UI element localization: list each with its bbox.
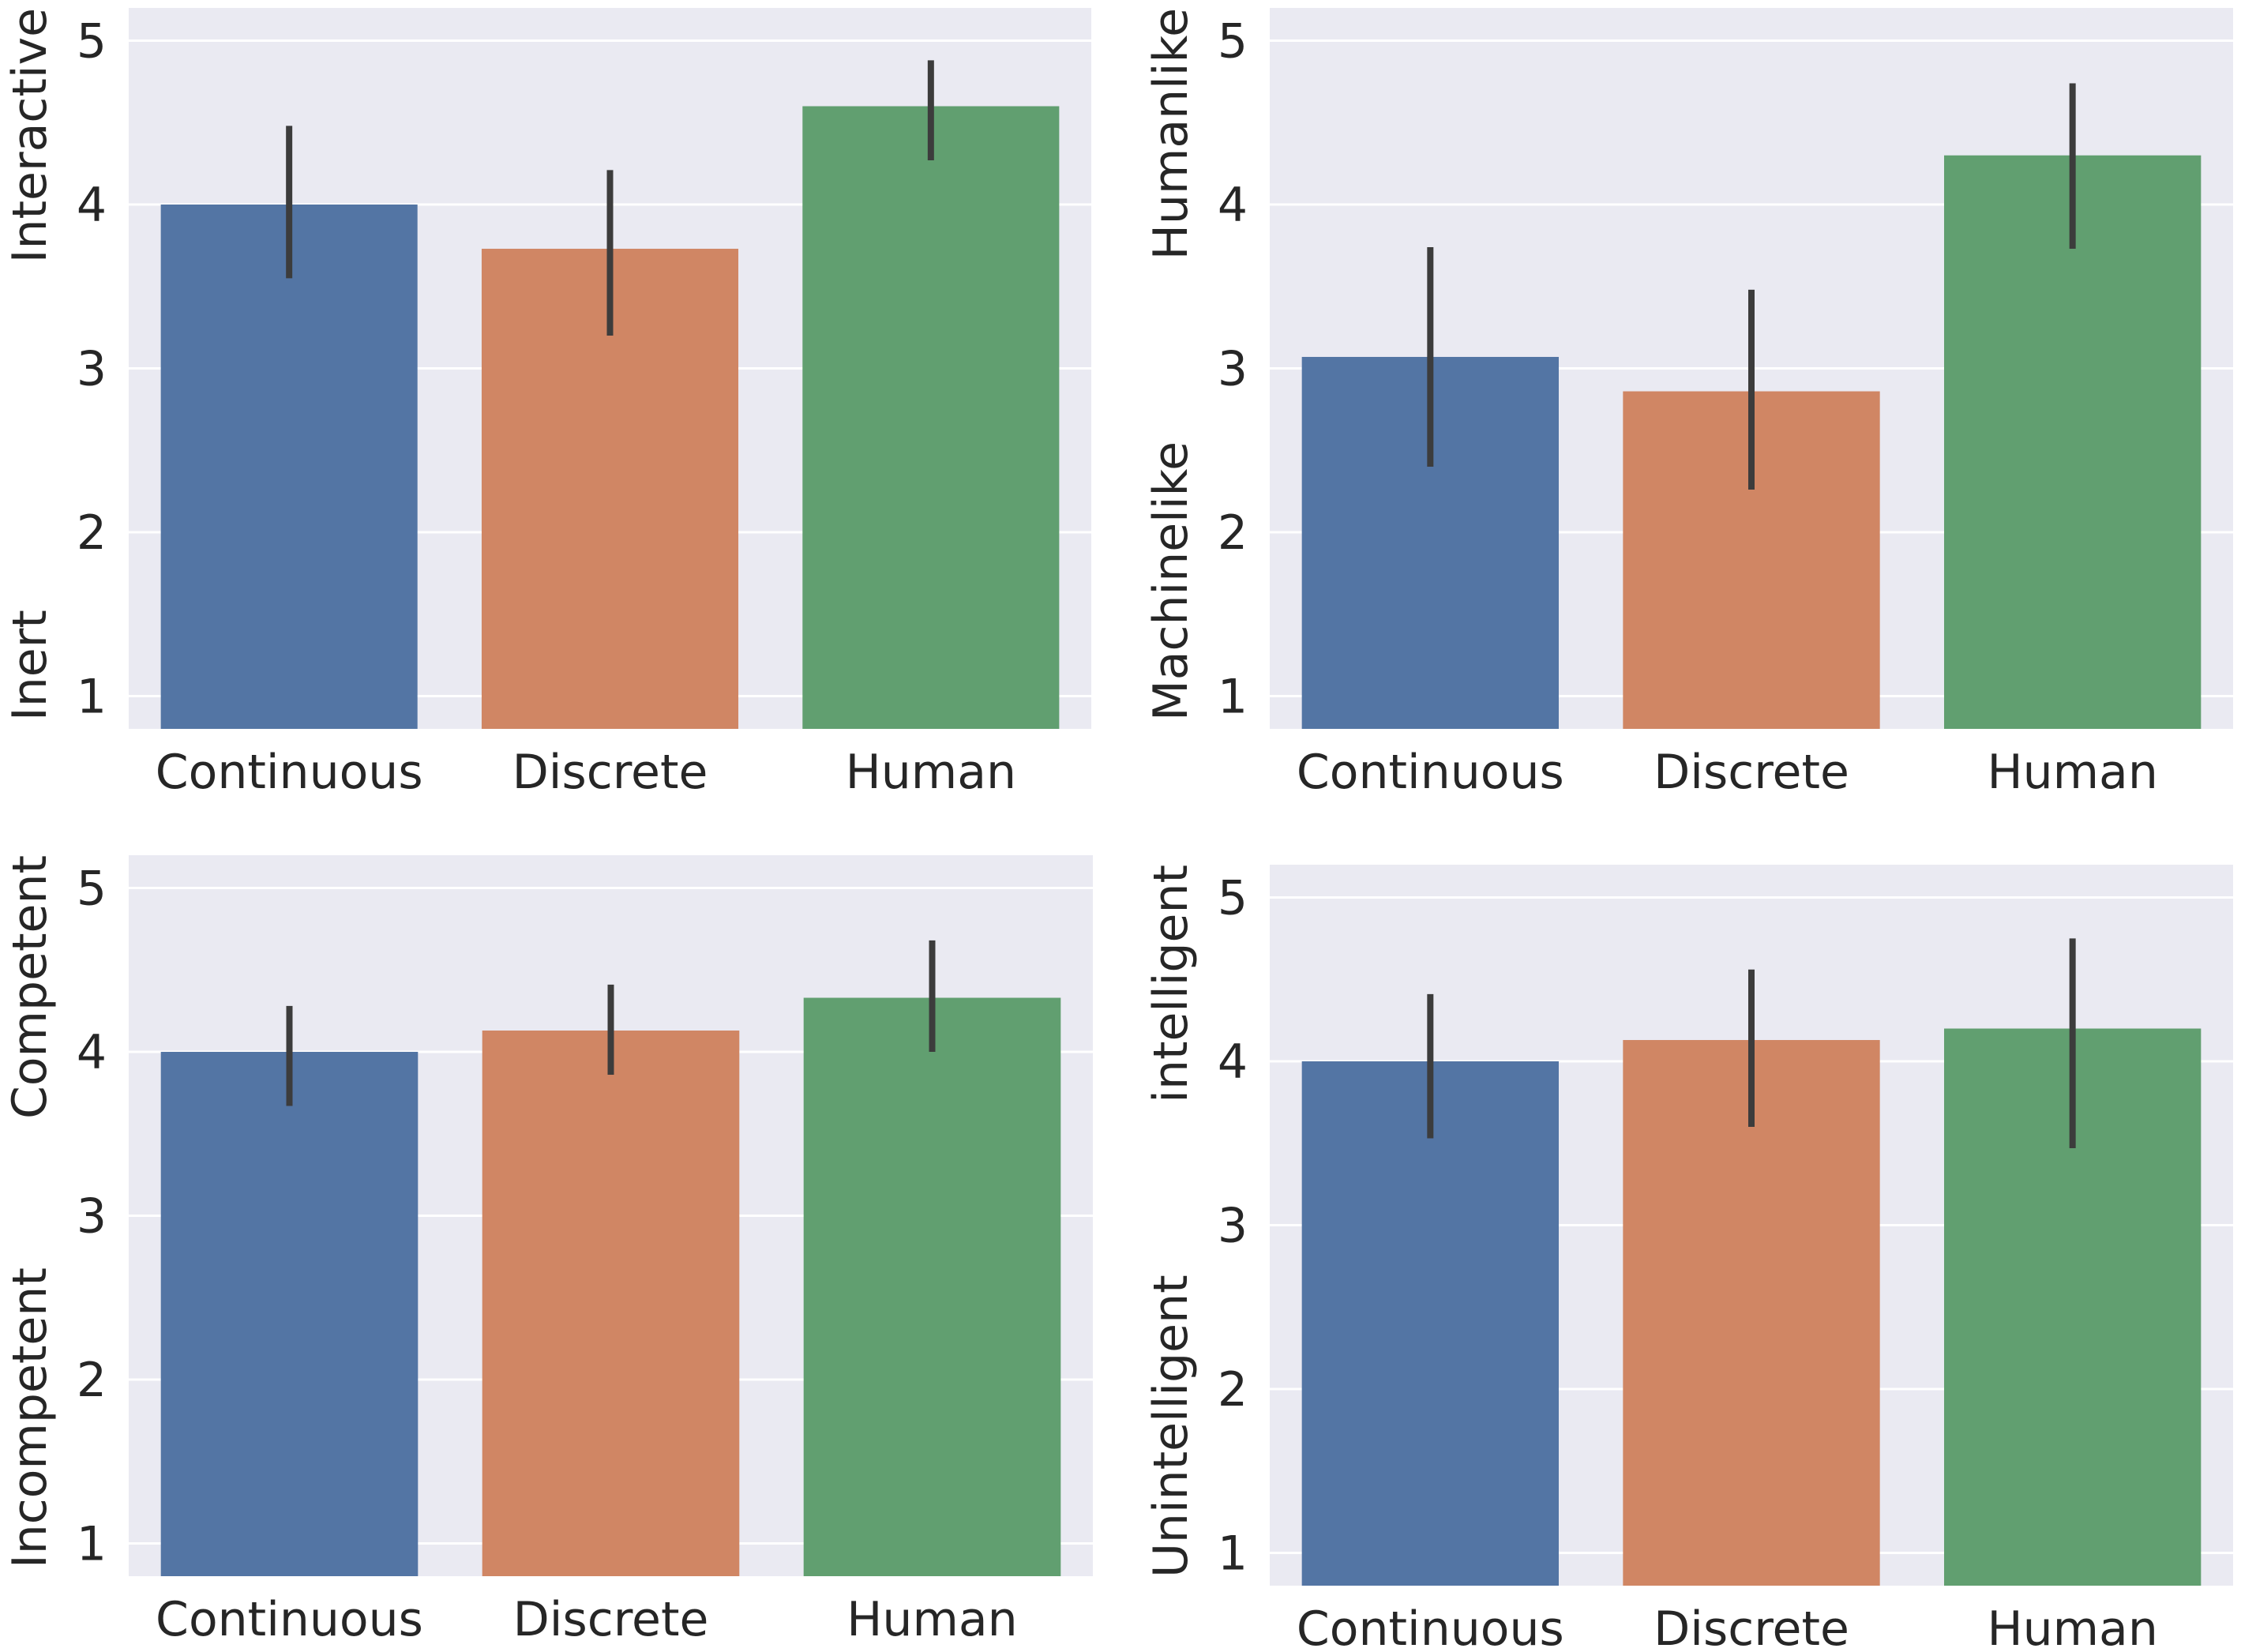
y-tick-label: 1 <box>1218 1526 1248 1582</box>
y-tick-label: 1 <box>77 1517 107 1572</box>
x-tick-label: Continuous <box>156 745 423 800</box>
y-tick-label: 5 <box>1218 14 1248 69</box>
bar-human <box>803 997 1061 1576</box>
chart-panel-3: 1 2 3 4 5 Continuous Discrete Human Incompetent C… <box>2 855 1093 1647</box>
y-tick-label: 3 <box>1218 1199 1248 1254</box>
y-tick-label: 2 <box>77 1353 107 1408</box>
bar-human <box>1944 155 2202 729</box>
y-tick-label: 4 <box>1218 178 1248 233</box>
y-tick-label: 3 <box>77 1189 107 1245</box>
x-tick-label: Human <box>846 745 1016 800</box>
y-tick-label: 3 <box>77 342 107 397</box>
y-axis-label-high: Interactive <box>2 8 58 263</box>
bar-continuous <box>160 1052 419 1576</box>
y-tick-label: 2 <box>1218 1362 1248 1417</box>
x-tick-label: Discrete <box>1654 1601 1849 1652</box>
x-tick-label: Discrete <box>1654 745 1849 800</box>
y-tick-label: 4 <box>77 178 107 233</box>
bar-human <box>802 106 1060 729</box>
y-axis-label-high: intelligent <box>1143 865 1199 1103</box>
y-tick-label: 4 <box>1218 1034 1248 1090</box>
y-tick-label: 1 <box>77 670 107 725</box>
y-tick-label: 5 <box>77 862 107 917</box>
x-tick-label: Discrete <box>512 745 708 800</box>
bar-continuous <box>160 205 418 729</box>
y-tick-label: 1 <box>1218 670 1248 725</box>
chart-panel-2: 1 2 3 4 5 Continuous Discrete Human Machinelike H… <box>1143 8 2233 800</box>
y-axis-label-low: Incompetent <box>2 1267 58 1568</box>
y-axis-label-high: Humanlike <box>1143 8 1199 260</box>
y-tick-label: 4 <box>77 1025 107 1080</box>
x-tick-label: Continuous <box>1297 1601 1564 1652</box>
bar-discrete <box>482 1031 740 1576</box>
x-tick-label: Human <box>846 1592 1017 1647</box>
x-tick-label: Continuous <box>156 1592 423 1647</box>
y-tick-label: 5 <box>1218 871 1248 926</box>
bar-discrete <box>1623 1040 1880 1586</box>
chart-panel-4: 1 2 3 4 5 Continuous Discrete Human Unintelligen… <box>1143 865 2233 1652</box>
x-tick-label: Human <box>1987 745 2157 800</box>
y-tick-label: 2 <box>1218 505 1248 561</box>
y-tick-label: 3 <box>1218 342 1248 397</box>
y-axis-label-low: Unintelligent <box>1143 1275 1199 1578</box>
chart-panel-1: 1 2 3 4 5 Continuous Discrete Human Inert Interac… <box>2 8 1091 800</box>
y-axis-label-high: Competent <box>2 855 58 1119</box>
x-tick-label: Human <box>1987 1601 2157 1652</box>
bar-continuous <box>1301 1061 1559 1586</box>
x-tick-label: Discrete <box>513 1592 709 1647</box>
y-axis-label-low: Machinelike <box>1143 441 1199 721</box>
x-tick-label: Continuous <box>1297 745 1564 800</box>
y-tick-label: 5 <box>77 14 107 69</box>
y-tick-label: 2 <box>77 505 107 561</box>
y-axis-label-low: Inert <box>2 610 58 721</box>
